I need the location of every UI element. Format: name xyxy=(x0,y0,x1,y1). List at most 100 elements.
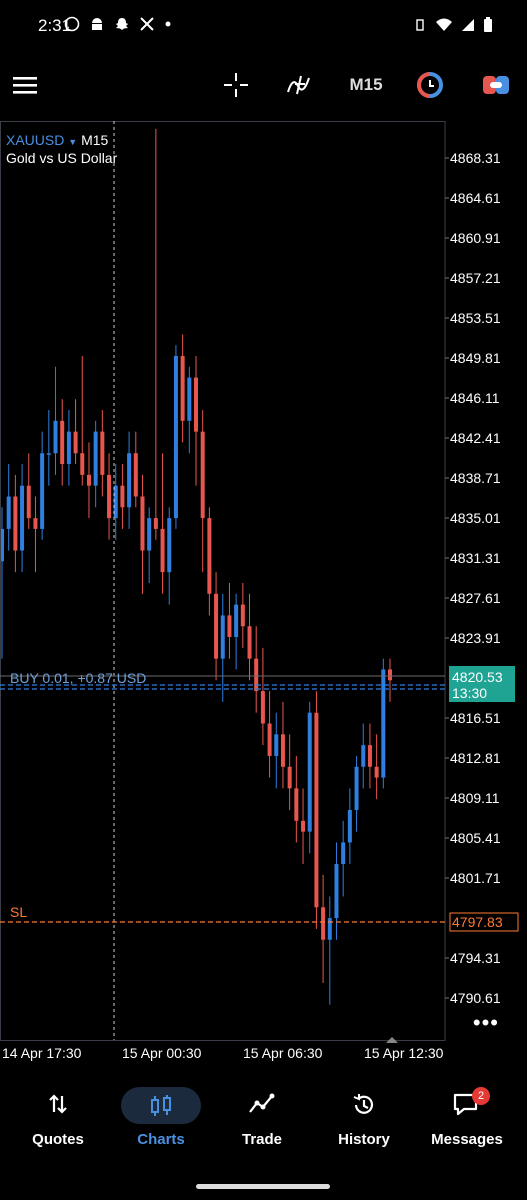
candle-body xyxy=(73,431,78,454)
more-options-icon[interactable]: ••• xyxy=(472,1010,499,1035)
time-axis-label: 15 Apr 12:30 xyxy=(364,1045,444,1061)
nav-charts[interactable]: Charts xyxy=(111,1078,211,1158)
stop-loss-tag xyxy=(449,912,519,932)
candle-body xyxy=(247,626,252,659)
candle-body xyxy=(347,810,352,843)
nav-history[interactable]: History xyxy=(314,1078,414,1158)
candle-body xyxy=(200,431,205,519)
price-axis-label: 4835.01 xyxy=(450,510,501,526)
price-axis-label: 4864.61 xyxy=(450,190,501,206)
crosshair-icon xyxy=(224,73,248,97)
candle-body xyxy=(140,496,145,551)
price-axis-label: 4857.21 xyxy=(450,270,501,286)
candle-body xyxy=(147,518,152,551)
whatsapp-icon xyxy=(64,16,80,32)
price-axis-label: 4812.81 xyxy=(450,750,501,766)
nav-quotes[interactable]: Quotes xyxy=(8,1078,108,1158)
candle-body xyxy=(53,420,58,454)
candle-body xyxy=(240,604,245,627)
bar-countdown: 13:30 xyxy=(452,685,487,701)
candle-body xyxy=(46,453,51,455)
candle-body xyxy=(180,355,185,421)
time-axis-label: 15 Apr 00:30 xyxy=(122,1045,202,1061)
nav-quotes-label: Quotes xyxy=(32,1131,84,1148)
candle-body xyxy=(33,518,38,529)
stop-loss-price: 4797.83 xyxy=(452,914,503,930)
candle-body xyxy=(100,431,105,475)
wifi-icon xyxy=(436,18,452,31)
candle-body xyxy=(80,453,85,475)
candle-body xyxy=(234,604,239,638)
candle-body xyxy=(341,842,346,865)
candle-body xyxy=(26,485,31,519)
nav-messages[interactable]: Messages xyxy=(417,1078,517,1158)
candle-body xyxy=(120,485,125,508)
charts-icon xyxy=(151,1095,171,1116)
indicators-button[interactable] xyxy=(284,70,316,100)
symbol-description: Gold vs US Dollar xyxy=(6,150,118,166)
menu-button[interactable] xyxy=(10,70,40,100)
candle-body xyxy=(260,691,265,724)
nav-trade[interactable]: Trade xyxy=(212,1078,312,1158)
one-click-trading-icon xyxy=(417,72,443,98)
candle-body xyxy=(66,431,71,465)
price-axis-label: 4816.51 xyxy=(450,710,501,726)
price-axis-label: 4846.11 xyxy=(450,390,500,406)
candle-body xyxy=(187,377,192,421)
symbol-selector[interactable]: XAUUSD ▼ M15 xyxy=(6,132,108,148)
candle-body xyxy=(361,745,366,767)
scroll-caret-icon[interactable] xyxy=(386,1037,398,1043)
trade-icon xyxy=(249,1093,275,1113)
price-axis-label: 4794.31 xyxy=(450,950,501,966)
nav-history-label: History xyxy=(338,1131,390,1148)
price-axis-label: 4838.71 xyxy=(450,470,501,486)
candle-body xyxy=(287,766,292,789)
candle-body xyxy=(307,712,312,832)
vibrate-icon xyxy=(416,19,424,31)
candle-body xyxy=(334,864,339,919)
candle-body xyxy=(294,788,299,821)
candle-body xyxy=(354,766,359,810)
price-axis-label: 4860.91 xyxy=(450,230,501,246)
candle-body xyxy=(227,615,232,638)
candle-body xyxy=(127,453,132,508)
price-axis-label: 4831.31 xyxy=(450,550,501,566)
chart-canvas[interactable]: BUY 0.01, +0.87 USD SL 4868.31 4864.61 4860.… xyxy=(0,118,527,1068)
time-axis-label: 14 Apr 17:30 xyxy=(2,1045,82,1061)
price-axis-label: 4809.11 xyxy=(450,790,500,806)
price-axis-label: 4801.71 xyxy=(450,870,501,886)
candle-body xyxy=(367,745,372,767)
indicator-f-icon xyxy=(287,75,310,95)
candle-body xyxy=(86,474,91,486)
candle-body xyxy=(274,734,279,756)
android-icon xyxy=(92,18,102,30)
chart-toolbar: M15 xyxy=(0,58,527,114)
candle-body xyxy=(194,377,198,432)
candle-body xyxy=(0,528,4,562)
x-icon xyxy=(140,17,154,31)
candle-body xyxy=(133,453,138,497)
candle-body xyxy=(13,496,18,551)
price-axis-label: 4853.51 xyxy=(450,310,501,326)
battery-icon xyxy=(484,17,492,32)
trade-panel-button[interactable] xyxy=(480,70,512,100)
signal-icon xyxy=(462,19,474,31)
candle-body xyxy=(374,766,379,778)
price-chart[interactable]: BUY 0.01, +0.87 USD SL 4868.31 4864.61 4860.… xyxy=(0,118,527,1068)
candle-body xyxy=(214,593,219,659)
candle-body xyxy=(107,474,112,519)
candle-body xyxy=(93,431,98,486)
candle-body xyxy=(254,658,259,692)
price-axis-label: 4849.81 xyxy=(450,350,501,366)
timeframe-button[interactable]: M15 xyxy=(349,75,383,94)
one-click-trading-button[interactable] xyxy=(414,70,446,100)
candle-body xyxy=(173,355,178,519)
current-price-value: 4820.53 xyxy=(452,669,503,685)
dot-icon xyxy=(165,21,171,27)
hamburger-icon xyxy=(13,77,37,94)
candle-body xyxy=(314,712,319,908)
crosshair-button[interactable] xyxy=(221,70,251,100)
price-axis-label: 4842.41 xyxy=(450,430,501,446)
candle-body xyxy=(113,485,118,519)
candle-body xyxy=(301,820,306,832)
